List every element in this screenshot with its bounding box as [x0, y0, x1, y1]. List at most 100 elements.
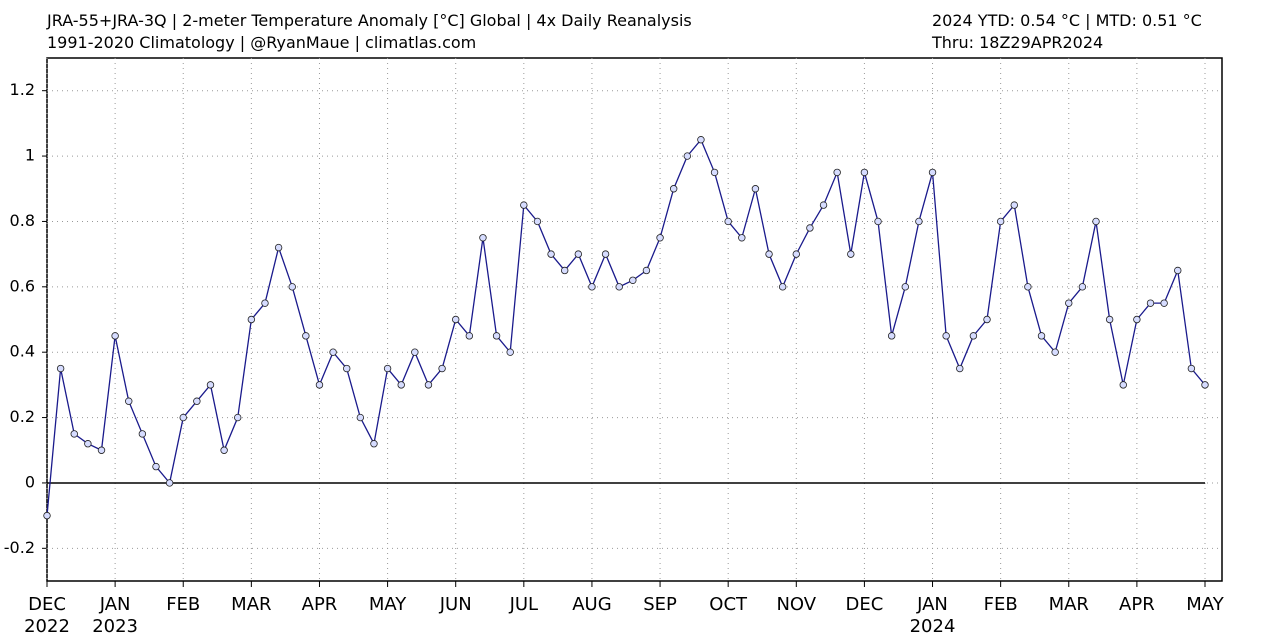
x-year-label: 2024: [910, 616, 956, 637]
data-point: [70, 430, 78, 438]
data-point: [1105, 315, 1114, 324]
x-tick-label: APR: [1119, 594, 1155, 615]
data-point: [234, 413, 242, 422]
x-tick-label: JAN: [99, 594, 131, 615]
chart-subtitle: 1991-2020 Climatology | @RyanMaue | clim…: [47, 33, 476, 52]
data-point: [669, 185, 678, 193]
data-point: [1160, 299, 1168, 307]
plot-frame: [46, 57, 1223, 582]
data-point: [1187, 364, 1196, 373]
data-point: [179, 413, 187, 422]
data-point: [1146, 299, 1155, 307]
data-point: [942, 332, 950, 340]
data-point: [1051, 348, 1059, 356]
y-tick-label: -0.2: [4, 538, 35, 557]
data-point: [915, 217, 923, 226]
x-year-label: 2022: [24, 616, 70, 637]
data-point: [506, 348, 514, 356]
data-point: [642, 266, 651, 275]
y-tick-label: 0.4: [10, 342, 35, 361]
y-tick-label: 0: [25, 472, 35, 491]
series-line: [46, 138, 1206, 516]
y-tick-label: 1.2: [10, 80, 35, 99]
x-tick-label: DEC: [846, 594, 884, 615]
data-point: [1010, 201, 1018, 209]
data-point: [629, 276, 637, 284]
data-point: [615, 283, 623, 291]
data-point: [370, 440, 378, 448]
data-point: [383, 364, 392, 373]
data-point: [125, 397, 133, 405]
data-point: [656, 234, 664, 242]
data-point: [983, 315, 991, 324]
x-tick-label: DEC: [28, 594, 66, 615]
data-point: [315, 381, 324, 389]
data-point: [411, 348, 419, 356]
x-tick-label: OCT: [709, 594, 748, 615]
x-tick-label: APR: [302, 594, 338, 615]
data-point: [1024, 283, 1032, 291]
data-point: [533, 217, 542, 226]
data-point: [465, 332, 474, 340]
stat-line: 2024 YTD: 0.54 °C | MTD: 0.51 °C: [932, 11, 1202, 30]
data-point: [806, 224, 814, 232]
data-point: [56, 364, 65, 373]
data-point: [588, 283, 596, 291]
data-point: [833, 168, 841, 177]
data-point: [520, 201, 528, 209]
data-point: [847, 250, 855, 258]
data-point: [683, 152, 692, 160]
data-point: [329, 348, 337, 356]
x-year-label: 2023: [92, 616, 138, 637]
data-point: [547, 250, 555, 258]
data-point: [956, 364, 964, 373]
data-point: [1092, 217, 1100, 226]
data-point: [111, 332, 119, 340]
x-tick-label: MAY: [1186, 594, 1224, 615]
data-point: [792, 250, 800, 258]
x-tick-label: JAN: [916, 594, 948, 615]
data-point: [1174, 266, 1182, 275]
x-tick-label: JUL: [509, 594, 539, 615]
data-point: [724, 217, 732, 226]
data-point: [560, 266, 569, 275]
data-point: [43, 511, 51, 520]
data-point: [751, 185, 760, 193]
data-point: [438, 364, 446, 373]
x-tick-label: FEB: [166, 594, 200, 615]
data-point: [710, 168, 719, 177]
data-point: [220, 446, 228, 454]
data-point: [819, 201, 828, 209]
data-point: [860, 168, 869, 177]
data-point: [1201, 381, 1209, 389]
x-tick-label: MAR: [1049, 594, 1089, 615]
data-point: [397, 381, 405, 389]
data-point: [193, 397, 201, 405]
data-point: [261, 299, 269, 307]
data-point: [84, 440, 92, 448]
data-point: [356, 413, 365, 422]
data-point: [274, 243, 283, 252]
data-point: [1078, 283, 1087, 291]
x-tick-label: SEP: [643, 594, 677, 615]
y-tick-label: 1: [25, 146, 35, 165]
data-point: [738, 234, 746, 242]
data-point: [1065, 299, 1073, 307]
x-tick-label: JUN: [439, 594, 472, 615]
data-point: [288, 283, 296, 291]
data-point: [901, 283, 909, 291]
data-point: [996, 217, 1005, 226]
y-tick-label: 0.6: [10, 276, 35, 295]
through-date: Thru: 18Z29APR2024: [931, 33, 1103, 52]
data-point: [206, 381, 215, 389]
data-point: [969, 332, 978, 340]
x-tick-label: NOV: [776, 594, 816, 615]
data-point: [492, 332, 501, 340]
data-point: [1119, 381, 1127, 389]
data-point: [165, 479, 174, 487]
y-tick-label: 0.8: [10, 211, 35, 230]
x-tick-label: AUG: [572, 594, 611, 615]
y-tick-label: 0.2: [10, 407, 35, 426]
data-point: [887, 332, 896, 340]
